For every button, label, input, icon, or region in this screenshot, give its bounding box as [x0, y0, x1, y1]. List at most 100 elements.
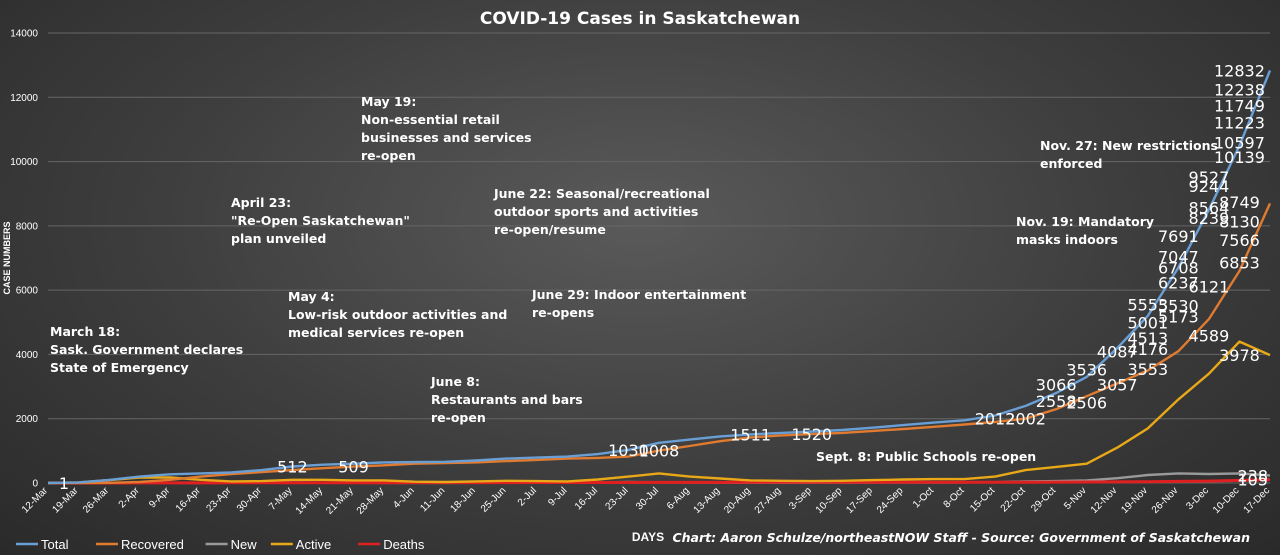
x-tick-label: 1-Oct — [911, 485, 936, 510]
data-label: 509 — [338, 458, 369, 477]
data-label: 3057 — [1097, 376, 1138, 395]
data-label: 2558 — [1036, 392, 1077, 411]
y-tick-label: 12000 — [10, 93, 38, 104]
x-tick-label: 18-Jun — [448, 485, 477, 514]
data-label: 1511 — [730, 425, 771, 444]
x-tick-label: 29-Oct — [1029, 485, 1058, 514]
y-tick-label: 8000 — [16, 221, 39, 232]
annotation-line: plan unveiled — [231, 231, 326, 246]
annotation-line: Sept. 8: Public Schools re-open — [816, 449, 1036, 464]
annotation-line: Sask. Government declares — [50, 342, 243, 357]
data-label: 8749 — [1219, 193, 1260, 212]
data-label: 11223 — [1214, 113, 1265, 132]
annotation: June 29: Indoor entertainment re-opens — [531, 287, 746, 320]
x-tick-label: 16-Jul — [573, 485, 600, 512]
annotation-line: Non-essential retail — [361, 112, 500, 127]
data-label: 2002 — [1005, 410, 1046, 429]
annotation-line: masks indoors — [1016, 232, 1118, 247]
annotation-line: Restaurants and bars — [431, 392, 583, 407]
data-label: 8130 — [1219, 213, 1260, 232]
data-label: 5001 — [1127, 313, 1168, 332]
data-label: 1520 — [791, 425, 832, 444]
data-label: 9244 — [1189, 177, 1230, 196]
data-label: 6708 — [1158, 258, 1199, 277]
series-line-active — [47, 340, 1271, 485]
annotation-line: businesses and services — [361, 130, 532, 145]
annotation: April 23: "Re-Open Saskatchewan" plan unve… — [231, 195, 410, 246]
x-tick-label: 3-Sep — [787, 485, 814, 512]
x-tick-label: 10-Sep — [814, 485, 845, 516]
x-tick-label: 25-Jun — [479, 485, 508, 514]
x-tick-label: 22-Oct — [999, 485, 1028, 514]
annotation: Nov. 19: Mandatory masks indoors — [1016, 214, 1154, 247]
legend-item-new: New — [205, 537, 257, 552]
x-tick-label: 14-May — [294, 485, 325, 516]
annotation-line: June 8: — [430, 374, 480, 389]
x-tick-label: 8-Oct — [942, 485, 967, 510]
x-tick-label: 9-Jul — [546, 485, 569, 508]
x-tick-label: 16-Apr — [174, 485, 203, 514]
annotation-line: State of Emergency — [50, 360, 189, 375]
x-tick-label: 30-Jul — [634, 485, 661, 512]
annotation-line: re-open — [431, 410, 486, 425]
legend-label: Deaths — [383, 537, 425, 552]
data-label: 6237 — [1158, 274, 1199, 293]
x-tick-label: 7-May — [267, 485, 294, 512]
data-label: 7566 — [1219, 231, 1260, 250]
data-label: 3066 — [1036, 375, 1077, 394]
data-label: 1 — [59, 474, 69, 493]
x-tick-label: 11-Jun — [418, 485, 447, 514]
x-tick-label: 13-Aug — [692, 485, 723, 516]
x-tick-label: 24-Sep — [875, 485, 906, 516]
data-label: 238 — [1237, 466, 1268, 485]
x-tick-label: 9-Apr — [147, 485, 173, 511]
annotation-line: re-opens — [532, 305, 594, 320]
series-lines — [47, 70, 1272, 485]
x-tick-label: 17-Dec — [1242, 485, 1273, 516]
data-label: 10139 — [1214, 148, 1265, 167]
data-label: 5173 — [1158, 308, 1199, 327]
data-label: 5530 — [1158, 296, 1199, 315]
x-tick-label: 6-Aug — [665, 485, 692, 512]
y-tick-label: 0 — [32, 479, 38, 490]
data-label: 4513 — [1127, 329, 1168, 348]
data-label: 105 — [1237, 471, 1268, 490]
annotation: May 19: Non-essential retail businesses an… — [361, 94, 532, 163]
annotation-line: June 22: Seasonal/recreational — [493, 186, 710, 201]
legend-label: Recovered — [121, 537, 184, 552]
annotation-line: re-open/resume — [494, 222, 606, 237]
data-label: 2506 — [1066, 393, 1107, 412]
data-label: 7047 — [1158, 247, 1199, 266]
x-tick-label: 26-Mar — [81, 485, 112, 516]
annotation-line: Nov. 27: New restrictions — [1040, 138, 1218, 153]
annotation-line: May 4: — [288, 289, 335, 304]
x-tick-label: 15-Oct — [968, 485, 997, 514]
annotation-line: outdoor sports and activities — [494, 204, 698, 219]
annotation: May 4: Low-risk outdoor activities and med… — [288, 289, 507, 340]
annotation: March 18: Sask. Government declares State … — [50, 324, 243, 375]
data-label: 6853 — [1219, 254, 1260, 273]
data-label: 12832 — [1214, 62, 1265, 81]
x-tick-label: 20-Aug — [722, 485, 753, 516]
y-axis-label: CASE NUMBERS — [2, 221, 12, 294]
annotation-line: Low-risk outdoor activities and — [288, 307, 507, 322]
x-tick-label: 19-Nov — [1119, 485, 1150, 516]
data-label: 5553 — [1127, 296, 1168, 315]
annotation-line: medical services re-open — [288, 325, 464, 340]
annotation-line: May 19: — [361, 94, 416, 109]
x-tick-label: 4-Jun — [391, 485, 416, 510]
data-label: 1030 — [608, 441, 649, 460]
annotation-line: "Re-Open Saskatchewan" — [231, 213, 410, 228]
annotation-line: April 23: — [231, 195, 291, 210]
x-tick-label: 17-Sep — [844, 485, 875, 516]
legend-label: Total — [41, 537, 69, 552]
x-tick-label: 23-Apr — [204, 485, 233, 514]
x-tick-label: 3-Dec — [1184, 485, 1211, 512]
chart-title: COVID-19 Cases in Saskatchewan — [480, 9, 800, 29]
y-ticks: 0 2000 4000 6000 8000 10000 12000 14000 — [10, 29, 38, 490]
data-label: 8239 — [1189, 209, 1230, 228]
y-tick-label: 14000 — [10, 29, 38, 40]
data-label: 10597 — [1214, 133, 1265, 152]
legend-item-deaths: Deaths — [358, 537, 425, 552]
